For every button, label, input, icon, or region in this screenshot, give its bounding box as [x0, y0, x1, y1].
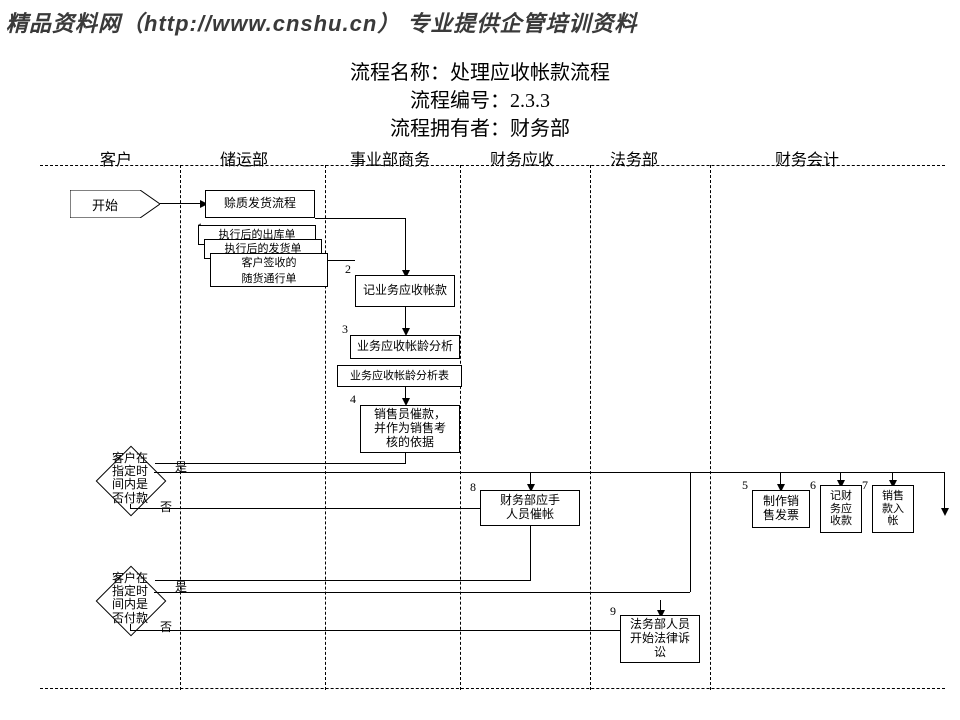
edge-stack-h	[315, 218, 405, 219]
proc-invoice: 制作销 售发票	[752, 490, 810, 528]
edge-d1-yes	[154, 472, 945, 473]
title-code: 流程编号：2.3.3	[0, 84, 960, 113]
decision-2-no: 否	[160, 618, 172, 635]
step-4: 4	[350, 392, 356, 407]
decision-1-text: 客户在 指定时 间内是 否付款	[108, 452, 152, 505]
lane-legal: 法务部	[610, 146, 658, 170]
edge-8-d2-h	[155, 580, 531, 581]
proc-aging: 业务应收帐龄分析	[350, 335, 460, 359]
edge-d2-no-h	[130, 630, 660, 631]
edge-stack-h2	[328, 260, 355, 261]
proc-legal: 法务部人员 开始法律诉 讼	[620, 615, 700, 663]
start-node: 开始	[70, 190, 160, 218]
site-header-text: 精品资料网（http://www.cnshu.cn） 专业提供企管培训资料	[6, 11, 637, 36]
edge-d2-yes-h	[154, 592, 690, 593]
edge-4-d1-h	[155, 463, 406, 464]
site-header: 精品资料网（http://www.cnshu.cn） 专业提供企管培训资料	[6, 6, 637, 38]
lane-div-1	[180, 165, 181, 690]
edge-start-proc1	[160, 203, 205, 204]
lane-div-4	[590, 165, 591, 690]
proc-record-ar: 记业务应收帐款	[355, 275, 455, 307]
step-5: 5	[742, 478, 748, 493]
edge-4-d1-v	[405, 453, 406, 463]
title-name: 流程名称：处理应收帐款流程	[0, 56, 960, 85]
start-label: 开始	[70, 190, 140, 218]
step-7: 7	[862, 478, 868, 493]
step-2: 2	[345, 262, 351, 277]
step-3: 3	[342, 322, 348, 337]
lane-div-5	[710, 165, 711, 690]
lane-business: 事业部商务	[350, 146, 430, 170]
edge-d2-yes-v	[690, 472, 691, 592]
step-8: 8	[470, 480, 476, 495]
doc-stack: 执行后的出库单 执行后的发货单 客户签收的 随货通行单	[198, 225, 316, 295]
edge-8-d2-v	[530, 526, 531, 580]
lane-logistics: 储运部	[220, 146, 268, 170]
proc-shipping: 赊质发货流程	[205, 190, 315, 218]
edge-d1-no-h	[130, 508, 530, 509]
step-6: 6	[810, 478, 816, 493]
lane-div-2	[325, 165, 326, 690]
lane-customer: 客户	[100, 146, 132, 170]
edge-stack-down	[405, 218, 406, 275]
arrow-drop-end	[941, 508, 949, 516]
title-owner: 流程拥有者：财务部	[0, 112, 960, 141]
decision-1-no: 否	[160, 498, 172, 515]
lane-finance-acct: 财务会计	[775, 146, 839, 170]
decision-2-text: 客户在 指定时 间内是 否付款	[108, 572, 152, 625]
lane-div-3	[460, 165, 461, 690]
edge-drop-end	[944, 472, 945, 512]
proc-finance-collect: 财务部应手 人员催帐	[480, 490, 580, 526]
step-9: 9	[610, 604, 616, 619]
proc-book-sales: 销售 款入 帐	[872, 485, 914, 533]
swimlane-bottom-border	[40, 688, 945, 689]
doc-aging-report: 业务应收帐龄分析表	[337, 365, 462, 387]
swimlane-top-border	[40, 165, 945, 166]
proc-record-fin-ar: 记财 务应 收款	[820, 485, 862, 533]
proc-sales-collect: 销售员催款， 并作为销售考 核的依据	[360, 405, 460, 453]
lane-finance-ar: 财务应收	[490, 146, 554, 170]
